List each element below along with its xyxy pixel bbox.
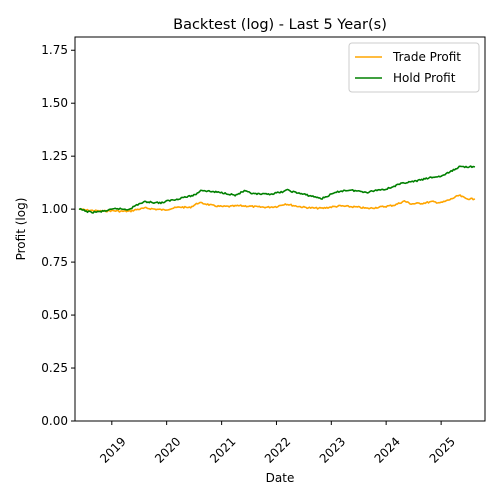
y-tick-label: 1.75 <box>41 43 68 57</box>
x-tick-label: 2025 <box>427 434 458 465</box>
y-tick-label: 1.50 <box>41 96 68 110</box>
plot-area <box>78 165 476 214</box>
x-tick-label: 2022 <box>262 434 293 465</box>
legend-label: Trade Profit <box>392 50 461 64</box>
x-tick-label: 2023 <box>317 434 348 465</box>
y-tick-label: 0.50 <box>41 308 68 322</box>
x-axis: 2019 2020 2021 2022 2023 2024 2025 <box>97 421 458 466</box>
legend: Trade Profit Hold Profit <box>348 42 480 93</box>
y-tick-label: 0.25 <box>41 361 68 375</box>
x-tick-label: 2020 <box>152 434 183 465</box>
axes-frame <box>74 36 486 422</box>
y-tick-label: 1.00 <box>41 202 68 216</box>
series-line-hold-profit <box>78 165 476 214</box>
x-axis-label: Date <box>266 471 295 485</box>
x-tick-label: 2021 <box>207 434 238 465</box>
y-axis-label: Profit (log) <box>14 198 28 261</box>
y-tick-label: 1.25 <box>41 149 68 163</box>
legend-label: Hold Profit <box>393 71 456 85</box>
x-tick-label: 2024 <box>372 434 403 465</box>
y-axis: 0.00 0.25 0.50 0.75 1.00 1.25 1.50 1.75 <box>41 43 75 428</box>
x-tick-label: 2019 <box>97 434 128 465</box>
chart-title: Backtest (log) - Last 5 Year(s) <box>173 17 387 33</box>
series-line-trade-profit <box>78 194 476 213</box>
y-tick-label: 0.00 <box>41 414 68 428</box>
y-tick-label: 0.75 <box>41 255 68 269</box>
legend-box <box>348 42 480 93</box>
